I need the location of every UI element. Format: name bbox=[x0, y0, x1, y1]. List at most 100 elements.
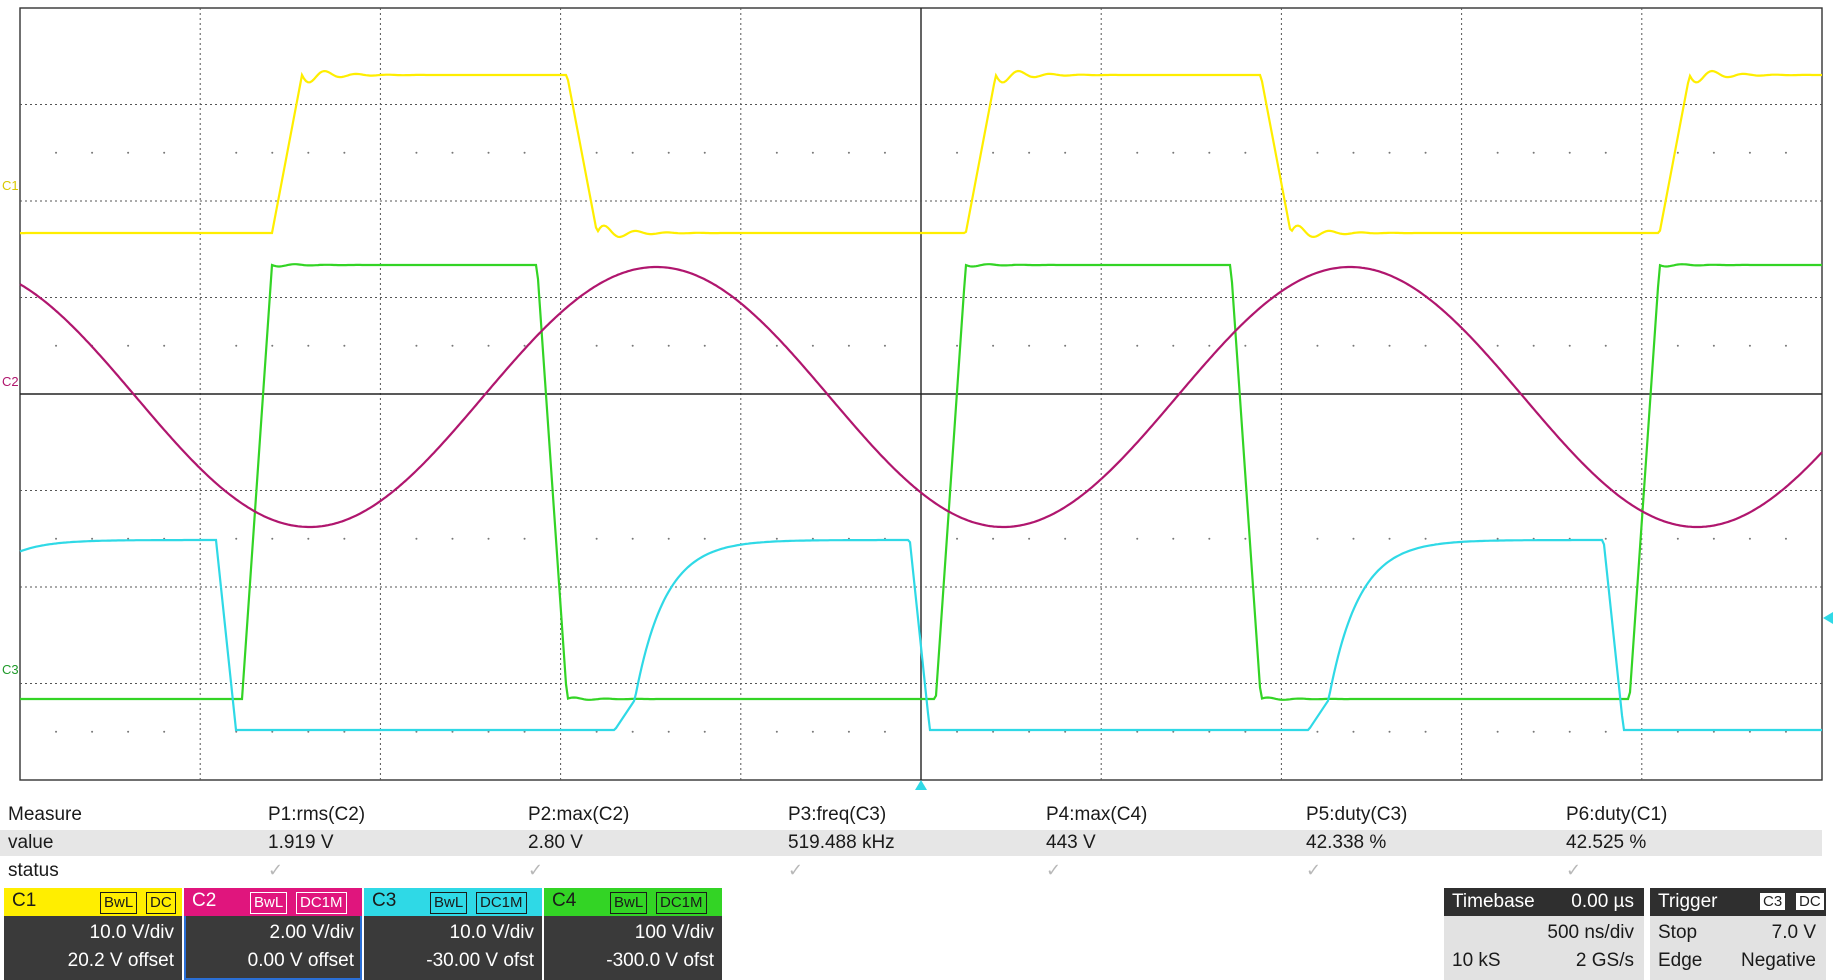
status-check-icon: ✓ bbox=[1046, 860, 1062, 880]
grid-dot bbox=[127, 730, 130, 733]
grid-dot bbox=[992, 537, 995, 540]
offset: 20.2 V offset bbox=[67, 950, 174, 971]
grid-dot bbox=[1568, 151, 1571, 154]
waveform-display[interactable]: C1 C2 C3 bbox=[0, 0, 1833, 790]
grid-dot bbox=[1676, 151, 1679, 154]
grid-dot bbox=[1028, 537, 1031, 540]
grid-dot bbox=[1568, 730, 1571, 733]
channel-header-c3: C3 BwL DC1M bbox=[364, 888, 542, 916]
value-row-label: value bbox=[8, 832, 54, 853]
grid-dot bbox=[883, 151, 886, 154]
grid-dot bbox=[1388, 730, 1391, 733]
trigger-level: 7.0 V bbox=[1771, 922, 1816, 943]
grid-dot bbox=[1784, 151, 1787, 154]
grid-dot bbox=[91, 151, 94, 154]
grid-dot bbox=[415, 151, 418, 154]
grid-dot bbox=[1136, 537, 1139, 540]
trigger-panel[interactable]: Trigger C3 DC Stop 7.0 V Edge Negative bbox=[1650, 888, 1826, 980]
channel-box-c3[interactable]: C3 BwL DC1M 10.0 V/div -30.00 V ofst bbox=[364, 888, 542, 980]
grid-dot bbox=[1712, 344, 1715, 347]
grid-dot bbox=[1424, 537, 1427, 540]
grid-dot bbox=[775, 537, 778, 540]
grid-dot bbox=[631, 537, 634, 540]
grid-dot bbox=[163, 151, 166, 154]
measure-row-label: Measure bbox=[8, 804, 82, 825]
trigger-coupling-tag: DC bbox=[1796, 893, 1824, 910]
timebase-panel[interactable]: Timebase 0.00 µs 500 ns/div 10 kS 2 GS/s bbox=[1444, 888, 1644, 980]
grid-dot bbox=[956, 151, 959, 154]
grid-dot bbox=[992, 344, 995, 347]
grid-dot bbox=[992, 730, 995, 733]
grid-dot bbox=[1532, 344, 1535, 347]
grid-dot bbox=[1316, 151, 1319, 154]
grid-dot bbox=[1496, 344, 1499, 347]
status-check-icon: ✓ bbox=[1306, 860, 1322, 880]
param-name-p6[interactable]: P6:duty(C1) bbox=[1566, 804, 1668, 825]
trigger-type: Edge bbox=[1658, 950, 1703, 971]
grid-dot bbox=[271, 151, 274, 154]
grid-dot bbox=[1172, 537, 1175, 540]
grid-dot bbox=[811, 151, 814, 154]
grid-dot bbox=[1208, 537, 1211, 540]
grid-dot bbox=[956, 730, 959, 733]
grid-dot bbox=[487, 730, 490, 733]
grid-dot bbox=[1604, 151, 1607, 154]
trigger-level-marker-icon[interactable] bbox=[1823, 612, 1833, 624]
grid-dot bbox=[1136, 730, 1139, 733]
grid-dot bbox=[487, 151, 490, 154]
grid-dot bbox=[667, 730, 670, 733]
grid-dot bbox=[992, 151, 995, 154]
grid-dot bbox=[775, 344, 778, 347]
grid-dot bbox=[1064, 151, 1067, 154]
status-check-icon: ✓ bbox=[528, 860, 544, 880]
grid-dot bbox=[1172, 344, 1175, 347]
grid-dot bbox=[1352, 344, 1355, 347]
param-name-p1[interactable]: P1:rms(C2) bbox=[268, 804, 366, 825]
grid-dot bbox=[1028, 344, 1031, 347]
channel-name: C4 bbox=[552, 890, 577, 911]
param-name-p5[interactable]: P5:duty(C3) bbox=[1306, 804, 1408, 825]
traces bbox=[19, 69, 1823, 732]
param-name-p4[interactable]: P4:max(C4) bbox=[1046, 804, 1148, 825]
bandwidth-limit-tag: BwL bbox=[430, 892, 468, 914]
trigger-time-marker-icon[interactable] bbox=[915, 780, 927, 790]
grid-dot bbox=[271, 730, 274, 733]
sample-rate: 2 GS/s bbox=[1575, 950, 1634, 971]
grid-dot bbox=[343, 344, 346, 347]
grid-dot bbox=[235, 730, 238, 733]
channel-box-c1[interactable]: C1 BwL DC 10.0 V/div 20.2 V offset bbox=[4, 888, 182, 980]
grid-dot bbox=[1352, 730, 1355, 733]
bandwidth-limit-tag: BwL bbox=[100, 892, 138, 914]
grid-dot bbox=[847, 151, 850, 154]
grid-dot bbox=[91, 730, 94, 733]
channel-box-c4[interactable]: C4 BwL DC1M 100 V/div -300.0 V ofst bbox=[544, 888, 722, 980]
grid-dot bbox=[1676, 344, 1679, 347]
grid-dot bbox=[523, 537, 526, 540]
grid-dot bbox=[703, 537, 706, 540]
c2-marker[interactable]: C2 bbox=[2, 374, 19, 389]
grid-dot bbox=[487, 344, 490, 347]
param-name-p2[interactable]: P2:max(C2) bbox=[528, 804, 630, 825]
grid-dot bbox=[1244, 730, 1247, 733]
grid-dot bbox=[1172, 730, 1175, 733]
c1-marker[interactable]: C1 bbox=[2, 178, 19, 193]
grid-dot bbox=[847, 344, 850, 347]
grid-dot bbox=[1604, 537, 1607, 540]
grid-dot bbox=[415, 344, 418, 347]
grid-dot bbox=[595, 537, 598, 540]
grid-dot bbox=[1712, 151, 1715, 154]
grid-dot bbox=[595, 151, 598, 154]
grid-dot bbox=[1748, 730, 1751, 733]
grid-dot bbox=[1208, 344, 1211, 347]
grid-dot bbox=[1604, 730, 1607, 733]
grid-dot bbox=[1352, 537, 1355, 540]
grid-dot bbox=[1496, 730, 1499, 733]
channel-box-c2[interactable]: C2 BwL DC1M 2.00 V/div 0.00 V offset bbox=[184, 888, 362, 980]
param-name-p3[interactable]: P3:freq(C3) bbox=[788, 804, 887, 825]
c3-marker[interactable]: C3 bbox=[2, 662, 19, 677]
grid-dot bbox=[1784, 344, 1787, 347]
grid-dot bbox=[631, 344, 634, 347]
grid-dot bbox=[631, 730, 634, 733]
grid-dot bbox=[1064, 537, 1067, 540]
grid-dot bbox=[415, 730, 418, 733]
